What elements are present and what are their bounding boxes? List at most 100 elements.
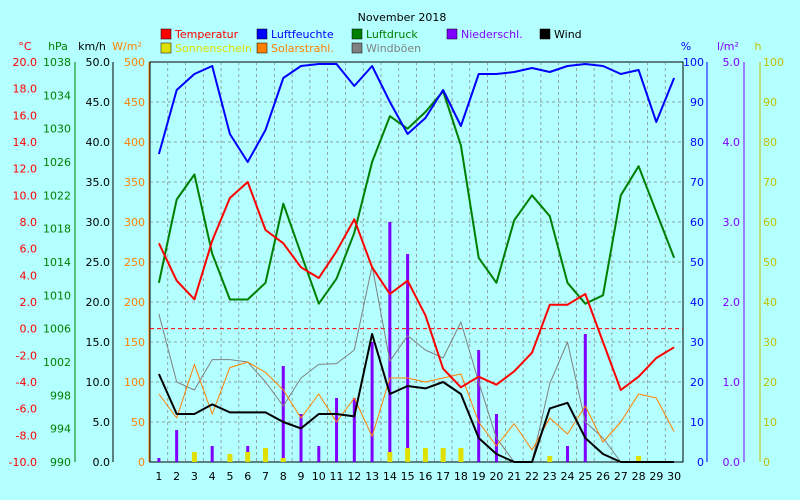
temp-tick-label: 4.0 [20, 269, 38, 282]
solar-unit-label: W/m² [112, 40, 142, 53]
hum-tick-label: 90 [690, 96, 704, 109]
wind-tick-label: 0.0 [93, 456, 111, 469]
sun-tick-label: 0 [763, 456, 770, 469]
line-series [157, 63, 676, 463]
sonnenschein-bar [262, 448, 268, 462]
hum-tick-label: 10 [690, 416, 704, 429]
hum-tick-label: 70 [690, 176, 704, 189]
temp-tick-label: 2.0 [20, 296, 38, 309]
windb-en-line [158, 265, 675, 463]
hum-tick-label: 50 [690, 256, 704, 269]
legend-swatch-solarstrahl [256, 42, 268, 54]
x-tick-label: 28 [632, 470, 646, 483]
press-tick-label: 1026 [43, 156, 71, 169]
solar-tick-label: 250 [124, 256, 145, 269]
niederschl-bar [352, 398, 356, 462]
sonnenschein-bar [547, 456, 553, 462]
solarstrahl-line [158, 361, 675, 451]
temp-tick-label: 0.0 [20, 323, 38, 336]
x-tick-label: 29 [649, 470, 663, 483]
x-tick-label: 9 [298, 470, 305, 483]
x-tick-label: 19 [472, 470, 486, 483]
solar-tick-label: 300 [124, 216, 145, 229]
sonnenschein-bar [440, 448, 446, 462]
temp-tick-label: 6.0 [20, 243, 38, 256]
hum-tick-label: 100 [683, 56, 704, 69]
x-tick-label: 23 [543, 470, 557, 483]
x-tick-label: 8 [280, 470, 287, 483]
press-tick-label: 1014 [43, 256, 71, 269]
sonnenschein-bar [227, 454, 233, 462]
wind-tick-label: 40.0 [86, 136, 111, 149]
niederschl-bar [210, 446, 214, 462]
temp-tick-label: 16.0 [13, 109, 38, 122]
niederschl-bar [299, 414, 303, 462]
legend-swatch-luftfeuchte [256, 28, 268, 40]
x-tick-label: 24 [561, 470, 575, 483]
press-tick-label: 1038 [43, 56, 71, 69]
x-tick-label: 20 [489, 470, 503, 483]
legend-label-luftfeuchte: Luftfeuchte [271, 28, 334, 41]
x-tick-label: 7 [262, 470, 269, 483]
niederschl-bar [388, 222, 392, 462]
x-tick-label: 6 [244, 470, 251, 483]
legend-label-sonnenschein: Sonnenschein [175, 42, 252, 55]
sun-tick-label: 90 [763, 96, 777, 109]
x-tick-label: 1 [155, 470, 162, 483]
solar-tick-label: 50 [131, 416, 145, 429]
press-tick-label: 1018 [43, 223, 71, 236]
sonnenschein-bar [458, 448, 464, 462]
press-unit-label: hPa [48, 40, 68, 53]
axis-tick-labels: 20.0 18.0 16.0 14.0 12.0 10.0 8.0 6.0 4.0 2.0 0.0 -… [9, 56, 784, 469]
sun-tick-label: 60 [763, 216, 777, 229]
x-tick-label: 30 [667, 470, 681, 483]
press-tick-label: 990 [50, 456, 71, 469]
sonnenschein-bar [387, 452, 393, 462]
press-tick-label: 1006 [43, 323, 71, 336]
temp-unit-label: °C [18, 40, 32, 53]
niederschl-bar [281, 366, 285, 462]
niederschl-bar [477, 350, 481, 462]
sun-tick-label: 10 [763, 416, 777, 429]
sonnenschein-bar [280, 458, 286, 462]
x-tick-label: 12 [347, 470, 361, 483]
legend-label-luftdruck: Luftdruck [366, 28, 418, 41]
press-tick-label: 1030 [43, 123, 71, 136]
wind-tick-label: 20.0 [86, 296, 111, 309]
x-tick-label: 3 [191, 470, 198, 483]
sonnenschein-bar [636, 456, 642, 462]
temp-tick-label: 18.0 [13, 83, 38, 96]
sun-tick-label: 100 [763, 56, 784, 69]
wind-tick-label: 50.0 [86, 56, 111, 69]
temp-tick-label: 14.0 [13, 136, 38, 149]
niederschl-bar [317, 446, 321, 462]
hum-tick-label: 40 [690, 296, 704, 309]
hum-unit-label: % [681, 40, 691, 53]
rain-tick-label: 0.0 [723, 456, 741, 469]
press-tick-label: 994 [50, 423, 71, 436]
temp-tick-label: 10.0 [13, 189, 38, 202]
hum-tick-label: 60 [690, 216, 704, 229]
x-tick-label: 25 [578, 470, 592, 483]
bar-series [157, 222, 642, 462]
legend-swatch-temperatur [160, 28, 172, 40]
niederschl-bar [157, 458, 161, 462]
niederschl-bar [406, 254, 410, 462]
rain-tick-label: 1.0 [723, 376, 741, 389]
x-tick-label: 5 [226, 470, 233, 483]
x-tick-label: 10 [312, 470, 326, 483]
temp-tick-label: 20.0 [13, 56, 38, 69]
temp-tick-label: -8.0 [16, 429, 37, 442]
press-tick-label: 1034 [43, 89, 71, 102]
legend-label-wind: Wind [554, 28, 582, 41]
x-tick-label: 16 [418, 470, 432, 483]
x-tick-label: 22 [525, 470, 539, 483]
hum-tick-label: 0 [697, 456, 704, 469]
solar-tick-label: 200 [124, 296, 145, 309]
rain-unit-label: l/m² [717, 40, 739, 53]
temp-tick-label: -4.0 [16, 376, 37, 389]
solar-tick-label: 350 [124, 176, 145, 189]
press-tick-label: 1002 [43, 356, 71, 369]
x-axis-tick-labels: 1 2 3 4 5 6 7 8 9 10 11 12 13 14 15 16 17 18 19 20 21 22 23 24 2… [155, 470, 681, 483]
